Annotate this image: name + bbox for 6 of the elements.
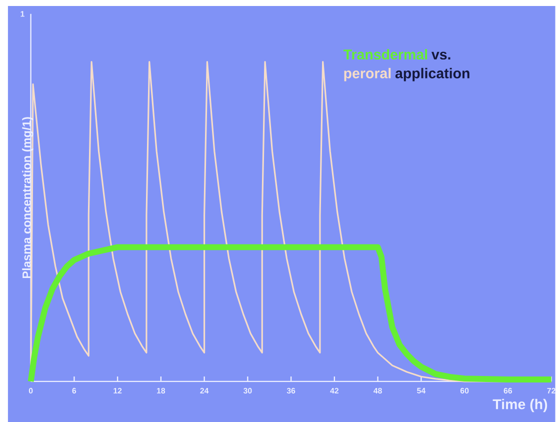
y-axis-title: Plasma concentration (mg/1) [22,117,34,278]
annotation: application [395,68,470,82]
series-label: peroral [344,68,391,82]
x-axis-title: Time (h) [492,398,548,412]
text: Transdermal [343,49,428,60]
text: vs. [431,52,450,60]
